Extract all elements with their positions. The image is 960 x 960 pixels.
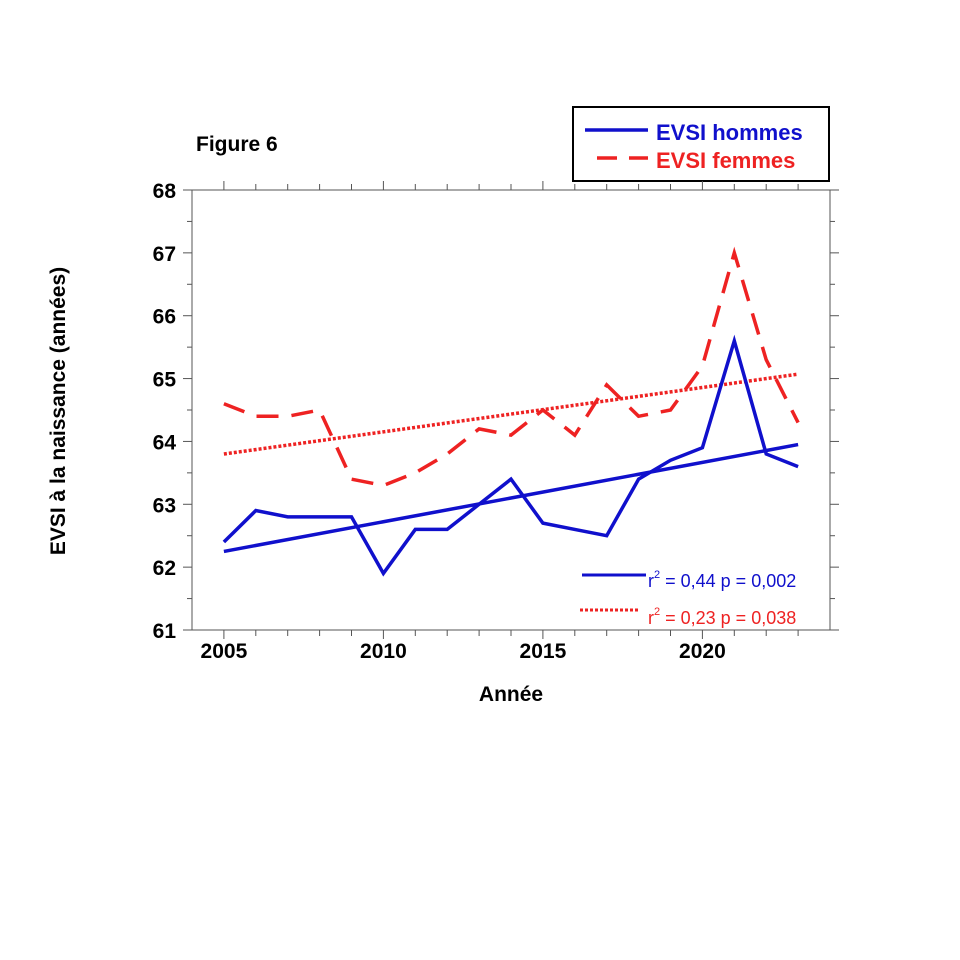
data-point-women [318, 409, 321, 412]
legend-frame [572, 106, 830, 182]
y-tick-label: 66 [153, 306, 176, 329]
stats-value-women: = 0,23 p = 0,038 [660, 608, 796, 628]
data-point-men [605, 534, 608, 537]
data-point-men [446, 528, 449, 531]
legend-label-men: EVSI hommes [656, 120, 803, 145]
y-tick-label: 65 [153, 369, 177, 392]
trend-line-women [223, 372, 799, 456]
data-point-men [669, 459, 672, 462]
data-point-men [541, 522, 544, 525]
data-point-women [254, 415, 257, 418]
stats-text-men: r2 = 0,44 p = 0,002 [648, 569, 796, 591]
data-point-men [478, 503, 481, 506]
data-point-women [446, 453, 449, 456]
data-point-men [414, 528, 417, 531]
data-point-women [573, 434, 576, 437]
data-point-men [254, 509, 257, 512]
data-point-men [222, 541, 225, 544]
data-point-women [222, 402, 225, 405]
data-point-women [669, 409, 672, 412]
data-point-men [765, 453, 768, 456]
data-point-women [765, 358, 768, 361]
stats-r-men: r [648, 571, 654, 591]
data-point-men [733, 339, 736, 342]
x-tick-label: 2020 [679, 640, 726, 663]
data-point-women [382, 484, 385, 487]
series-lines [222, 246, 800, 577]
y-axis-title: EVSI à la naissance (années) [47, 267, 70, 555]
legend-label-women: EVSI femmes [656, 148, 795, 173]
data-point-men [318, 515, 321, 518]
data-point-men [510, 478, 513, 481]
x-tick-label: 2005 [201, 640, 248, 663]
data-point-men [382, 572, 385, 575]
data-point-women [510, 434, 513, 437]
x-tick-label: 2010 [360, 640, 407, 663]
data-point-women [350, 478, 353, 481]
y-tick-label: 63 [153, 494, 176, 517]
y-tick-label: 67 [153, 243, 176, 266]
data-point-women [414, 471, 417, 474]
x-axis: 2005 2010 2015 2020 [201, 181, 799, 663]
data-point-women [733, 251, 736, 254]
figure-label: Figure 6 [196, 133, 278, 156]
stats-text-women: r2 = 0,23 p = 0,038 [648, 606, 796, 628]
data-point-women [797, 421, 800, 424]
y-axis: 61 62 63 64 65 66 67 68 [153, 180, 839, 643]
y-tick-label: 64 [153, 431, 177, 454]
data-point-women [286, 415, 289, 418]
x-axis-title: Année [479, 683, 543, 706]
data-point-men [573, 528, 576, 531]
y-tick-label: 68 [153, 180, 177, 203]
stats-sup-women: 2 [654, 606, 660, 618]
data-point-men [701, 446, 704, 449]
stats-sup-men: 2 [654, 569, 660, 581]
data-point-men [350, 515, 353, 518]
data-point-women [541, 409, 544, 412]
y-tick-label: 62 [153, 557, 176, 580]
stats-r-women: r [648, 608, 654, 628]
data-point-women [478, 427, 481, 430]
legend: EVSI hommes EVSI femmes [572, 106, 830, 182]
data-point-men [797, 465, 800, 468]
trend-line-men [223, 442, 799, 554]
stats-value-men: = 0,44 p = 0,002 [660, 571, 796, 591]
y-tick-label: 61 [153, 620, 177, 643]
stats-legend: r2 = 0,44 p = 0,002 r2 = 0,23 p = 0,038 [580, 569, 796, 628]
x-tick-label: 2015 [520, 640, 567, 663]
data-point-women [701, 365, 704, 368]
series-line-men [222, 334, 799, 577]
data-point-women [605, 383, 608, 386]
trend-lines [223, 372, 799, 554]
series-line-women [223, 246, 800, 488]
data-point-men [286, 515, 289, 518]
data-point-women [637, 415, 640, 418]
data-point-men [637, 478, 640, 481]
